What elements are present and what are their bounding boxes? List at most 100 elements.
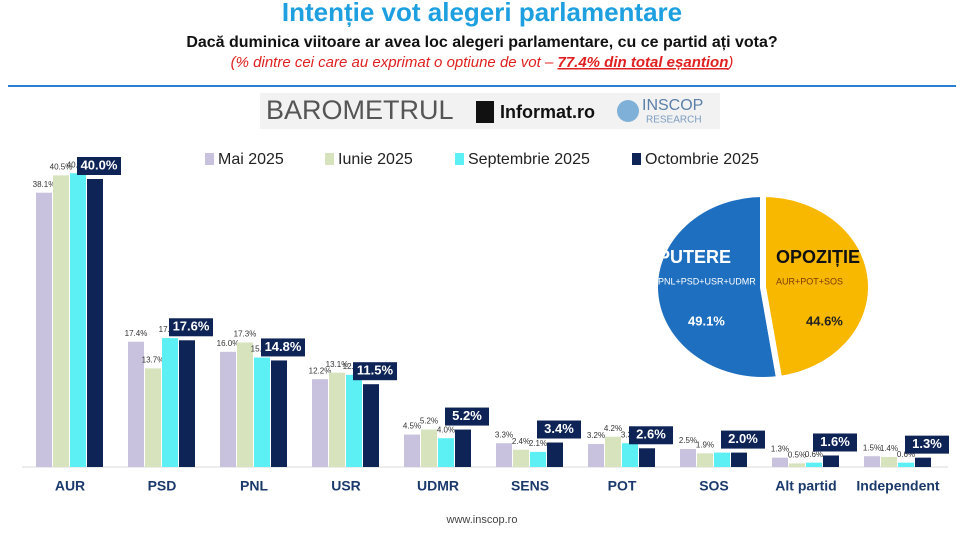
bar [881, 456, 897, 467]
bar [823, 455, 839, 467]
pie-value-label: 49.1% [688, 313, 725, 328]
value-label-box [445, 407, 489, 426]
value-label: 1.5% [863, 443, 881, 452]
bar [622, 443, 638, 467]
legend-swatch [325, 153, 334, 165]
value-label: 5.2% [420, 417, 438, 426]
value-label: 3.2% [587, 431, 605, 440]
value-label-box [813, 433, 857, 452]
value-label: 12.2% [309, 366, 332, 375]
value-label-box [721, 430, 765, 449]
value-label: 1.3% [912, 436, 942, 451]
value-label: 2.4% [512, 437, 530, 446]
value-label: 17.3% [234, 330, 257, 339]
value-label: 38.1% [33, 180, 56, 189]
footer: www.inscop.ro [446, 514, 518, 526]
value-label: 1.6% [820, 434, 850, 449]
x-tick-label: SOS [699, 478, 729, 494]
logo-informat: Informat.ro [500, 102, 595, 122]
bar [697, 453, 713, 467]
bar [547, 442, 563, 467]
value-label: 17.6% [173, 319, 210, 334]
bar [806, 462, 822, 467]
value-label: 1.3% [771, 445, 789, 454]
bar [421, 429, 437, 467]
bar [162, 338, 178, 467]
x-tick-label: USR [331, 478, 361, 494]
logo-inscop: INSCOP [642, 97, 703, 114]
value-label: 4.2% [604, 424, 622, 433]
value-label: 13.7% [142, 355, 165, 364]
bar [639, 448, 655, 467]
value-label: 2.5% [679, 436, 697, 445]
legend-label: Mai 2025 [218, 151, 284, 168]
value-label: 2.0% [728, 431, 758, 446]
bar [455, 429, 471, 467]
logo-research: RESEARCH [646, 115, 702, 126]
pie-members: AUR+POT+SOS [776, 276, 843, 286]
bar [53, 175, 69, 467]
legend-label: Octombrie 2025 [645, 151, 759, 168]
bar [438, 438, 454, 467]
value-label-box [905, 435, 949, 454]
title: Intenție vot alegeri parlamentare [282, 0, 682, 27]
legend-swatch [205, 153, 214, 165]
bar [605, 436, 621, 467]
value-label: 17.4% [125, 329, 148, 338]
value-label: 3.4% [544, 421, 574, 436]
x-tick-label: AUR [55, 478, 85, 494]
bar [772, 457, 788, 467]
pie-label: OPOZIȚIE [776, 247, 860, 267]
informat-icon [476, 101, 494, 123]
legend-swatch [632, 153, 641, 165]
bar [731, 452, 747, 467]
note-start: (% dintre cei care au exprimat o optiune… [231, 54, 558, 71]
legend-swatch [455, 153, 464, 165]
question: Dacă duminica viitoare ar avea loc alege… [186, 34, 777, 51]
bar [680, 449, 696, 467]
bar [329, 372, 345, 467]
legend-label: Septembrie 2025 [468, 151, 590, 168]
value-label: 2.1% [529, 439, 547, 448]
bar [237, 342, 253, 467]
bar [530, 451, 546, 467]
logo-barometrul: BAROMETRUL [266, 95, 454, 125]
bar [915, 457, 931, 467]
value-label: 1.4% [880, 444, 898, 453]
bar [179, 340, 195, 467]
legend-label: Iunie 2025 [338, 151, 413, 168]
value-label-box [261, 338, 305, 357]
value-label: 0.5% [788, 451, 806, 460]
note: (% dintre cei care au exprimat o optiune… [231, 54, 734, 71]
value-label-box [77, 157, 121, 175]
value-label: 16.0% [217, 339, 240, 348]
value-label: 11.5% [357, 363, 394, 378]
value-label: 40.5% [50, 163, 73, 172]
pie-slice [651, 190, 783, 383]
bar [271, 360, 287, 467]
value-label: 13.1% [326, 360, 349, 369]
value-label: 0.6% [805, 450, 823, 459]
value-label-box [353, 362, 397, 381]
bar [220, 351, 236, 467]
bar [714, 452, 730, 467]
bar [70, 173, 86, 468]
pie-label: PUTERE [658, 247, 731, 267]
x-tick-label: UDMR [417, 478, 459, 494]
x-tick-label: PSD [148, 478, 177, 494]
value-label: 40.0% [81, 157, 118, 172]
value-label: 4.0% [437, 425, 455, 434]
bar [404, 434, 420, 467]
bar [312, 379, 328, 467]
value-label-box [629, 426, 673, 445]
bar [588, 443, 604, 467]
pie-value-label: 44.6% [806, 313, 843, 328]
bar [87, 179, 103, 467]
pie-slice [760, 190, 874, 383]
bar [513, 449, 529, 467]
value-label: 4.5% [403, 422, 421, 431]
value-label: 14.8% [265, 339, 302, 354]
value-label-box [537, 420, 581, 439]
value-label: 5.2% [452, 408, 482, 423]
bar [128, 341, 144, 467]
